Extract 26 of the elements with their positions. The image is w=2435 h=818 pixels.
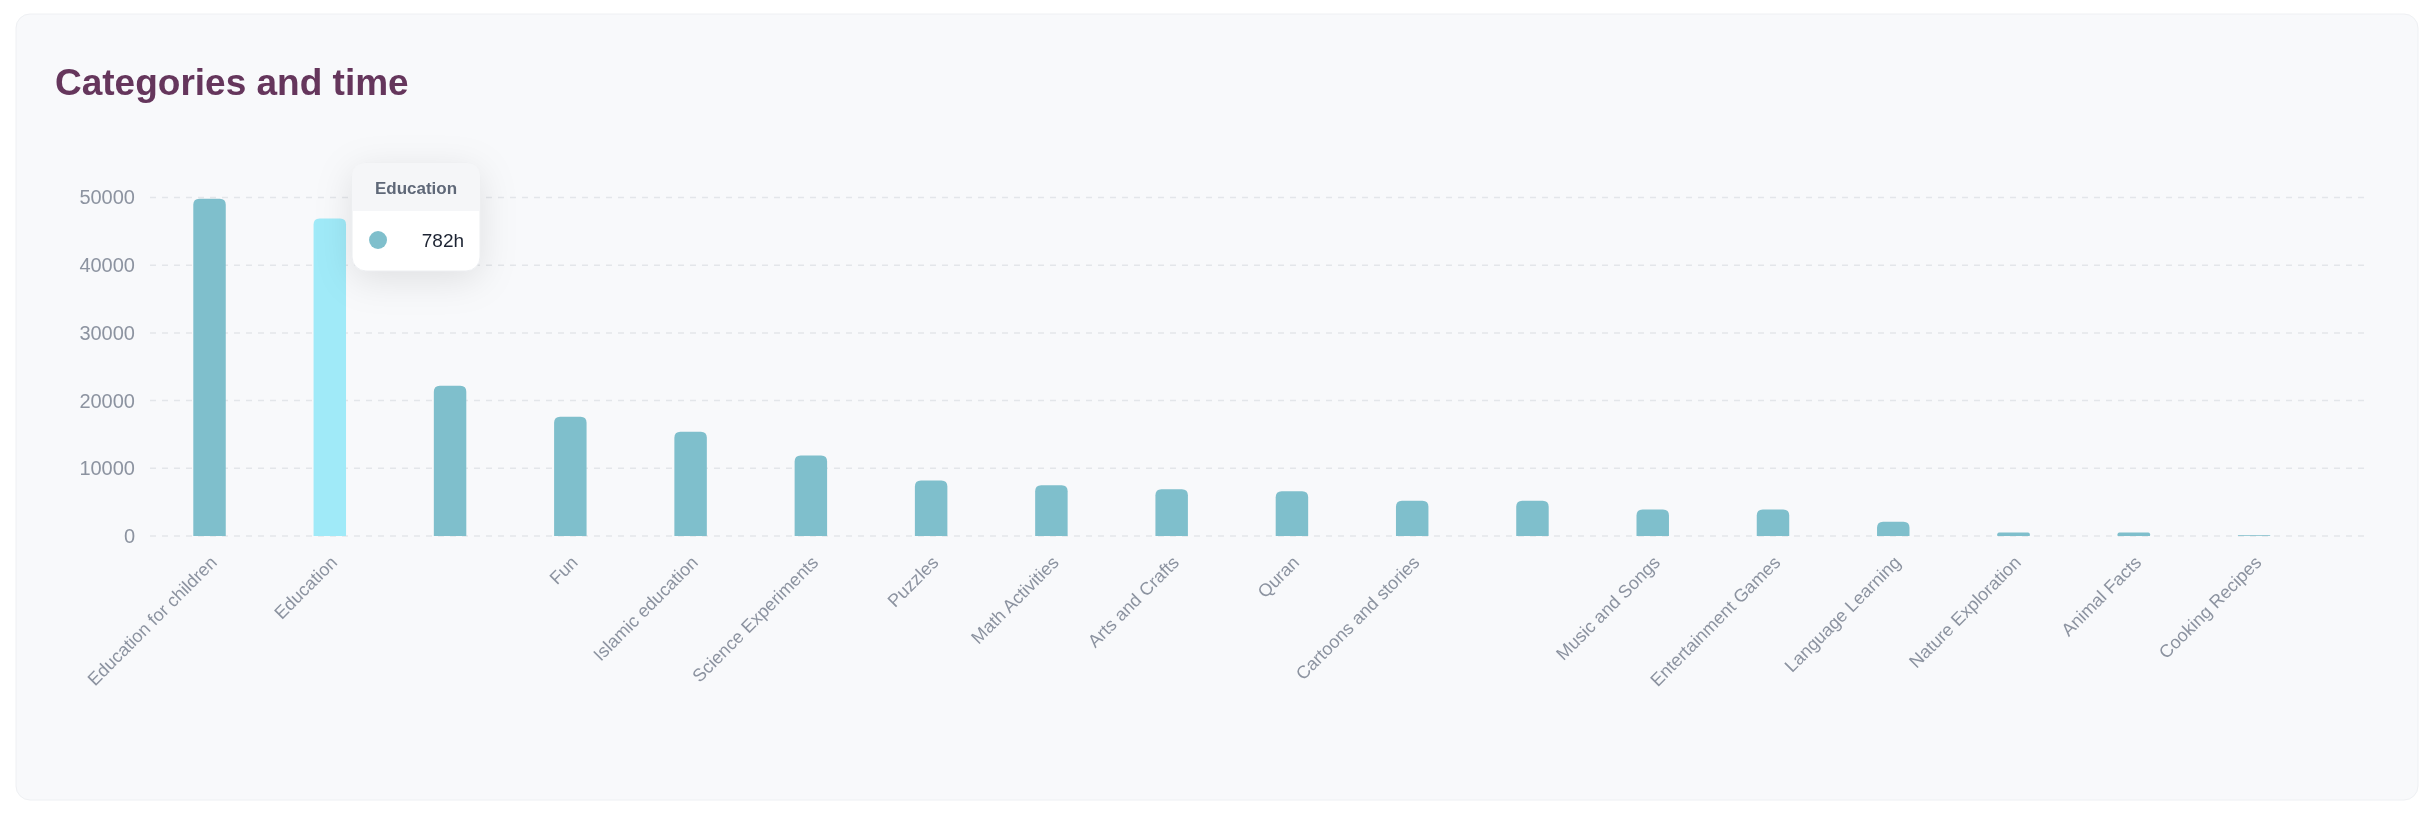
- bar: [1516, 500, 1549, 536]
- y-tick-label: 40000: [79, 254, 135, 277]
- y-tick-label: 20000: [79, 389, 135, 412]
- bar: [554, 416, 587, 536]
- bar: [1756, 509, 1790, 536]
- bar: [1035, 485, 1068, 536]
- bar: [1275, 491, 1309, 536]
- bar: [794, 455, 828, 536]
- annotation: 782h: [421, 230, 465, 251]
- y-tick-label: 50000: [79, 186, 135, 209]
- bar: [1636, 509, 1669, 536]
- bar: [1395, 500, 1429, 536]
- bar: [1877, 521, 1910, 536]
- bar: [914, 480, 948, 536]
- x-tick-label: Fun: [545, 552, 582, 589]
- tooltip: Education 782h: [351, 162, 481, 272]
- bar: [313, 218, 347, 536]
- y-tick-label: 10000: [79, 457, 135, 480]
- chart-title: Categories and time: [55, 62, 409, 103]
- bar: [193, 198, 226, 536]
- bar: [674, 431, 707, 536]
- annotation: Education: [374, 179, 458, 198]
- y-tick-label: 30000: [79, 321, 135, 344]
- bar: [1155, 489, 1188, 536]
- y-tick-label: 0: [123, 524, 135, 547]
- bar: [433, 385, 467, 536]
